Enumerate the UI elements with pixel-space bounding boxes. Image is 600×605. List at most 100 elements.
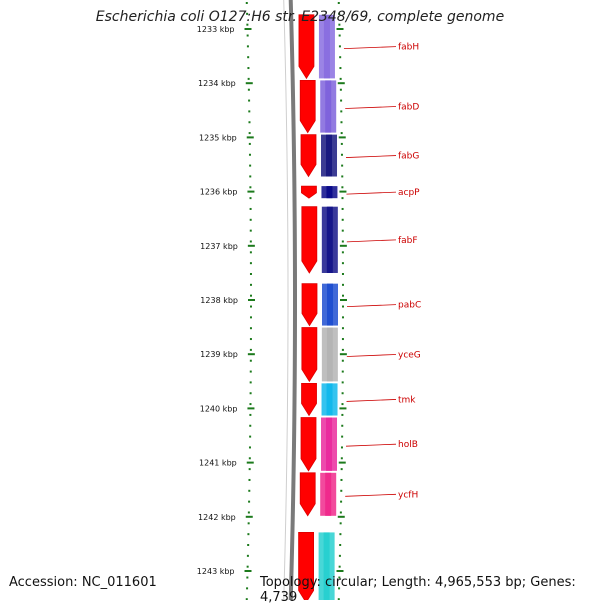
gene-label: tmk: [398, 395, 416, 405]
forward-gene-arrow: [298, 532, 314, 600]
minor-tick: [246, 565, 249, 568]
gene-label: ycfH: [398, 490, 418, 500]
major-tick: [247, 353, 255, 356]
gene-leader-line: [345, 155, 397, 158]
forward-gene-arrow: [301, 206, 318, 274]
minor-tick: [246, 587, 249, 590]
cog-gene-core: [326, 206, 333, 273]
minor-tick: [249, 251, 252, 254]
outer-minor-tick: [339, 56, 342, 59]
major-tick: [246, 461, 254, 464]
outer-minor-tick: [341, 359, 344, 362]
kbp-tick-label: 1241 kbp: [199, 459, 237, 468]
gene-leader-line: [345, 443, 397, 447]
cog-track: [318, 14, 338, 600]
minor-tick: [249, 316, 252, 319]
outer-minor-tick: [339, 511, 342, 514]
genome-title: Escherichia coli O127:H6 str. E2348/69, …: [95, 9, 505, 25]
minor-tick: [249, 359, 252, 362]
minor-tick: [248, 500, 251, 503]
minor-tick: [249, 218, 252, 221]
minor-tick: [249, 435, 252, 438]
topology-label: Topology: circular; Length: 4,965,553 bp…: [260, 575, 576, 605]
minor-tick: [249, 262, 252, 265]
major-tick: [244, 570, 252, 572]
gene-label: acpP: [398, 188, 420, 198]
gene-leader-line: [346, 399, 397, 402]
minor-tick: [250, 305, 252, 308]
backbone-line: [288, 0, 297, 600]
minor-tick: [249, 424, 252, 427]
kbp-tick-label: 1240 kbp: [200, 404, 238, 413]
minor-tick: [246, 45, 249, 48]
outer-minor-tick: [340, 446, 343, 449]
cog-gene-core: [326, 186, 333, 199]
outer-minor-tick: [341, 381, 344, 384]
outer-minor-tick: [340, 478, 343, 481]
minor-tick: [246, 12, 249, 15]
outer-minor-tick: [340, 99, 343, 102]
kbp-tick-label: 1236 kbp: [200, 188, 238, 197]
cog-gene-core: [325, 80, 332, 133]
cog-gene-core: [323, 532, 330, 600]
gene-label: fabF: [398, 236, 418, 246]
forward-strand-track: [298, 14, 318, 600]
forward-gene-arrow: [301, 382, 317, 417]
kbp-tick-label: 1242 kbp: [198, 513, 236, 522]
forward-gene-arrow: [300, 417, 317, 472]
outer-minor-tick: [338, 12, 341, 15]
outer-minor-tick: [340, 489, 343, 492]
outer-minor-tick: [341, 197, 344, 200]
forward-gene-arrow: [298, 14, 315, 80]
cog-gene-core: [326, 383, 333, 416]
minor-tick: [247, 67, 250, 70]
minor-tick: [249, 348, 252, 351]
minor-tick: [249, 197, 252, 200]
outer-major-tick: [337, 82, 345, 85]
minor-tick: [249, 164, 252, 167]
kbp-tick-label: 1238 kbp: [200, 296, 238, 305]
minor-tick: [248, 121, 251, 124]
outer-minor-tick: [341, 327, 344, 330]
forward-gene-arrow: [300, 134, 317, 178]
outer-major-tick: [339, 190, 347, 193]
outer-minor-tick: [341, 392, 344, 395]
minor-tick: [248, 132, 251, 135]
outer-minor-tick: [342, 305, 344, 308]
outer-minor-tick: [341, 413, 344, 416]
outer-minor-tick: [340, 500, 343, 503]
outer-major-tick: [338, 461, 346, 464]
outer-minor-tick: [340, 110, 343, 113]
minor-tick: [249, 186, 252, 189]
cog-gene-core: [326, 417, 333, 471]
backbone-ring: [283, 0, 297, 600]
minor-tick: [247, 533, 250, 536]
gene-label: fabD: [398, 103, 419, 113]
major-tick: [247, 407, 255, 410]
outer-minor-tick: [338, 576, 341, 579]
outer-minor-tick: [341, 316, 344, 319]
minor-tick: [245, 2, 248, 4]
outer-minor-tick: [338, 23, 341, 26]
minor-tick: [248, 489, 251, 492]
kbp-tick-label: 1235 kbp: [199, 133, 237, 142]
kbp-tick-label: 1233 kbp: [197, 25, 235, 34]
minor-tick: [249, 175, 252, 178]
minor-tick: [249, 273, 252, 275]
minor-tick: [248, 153, 251, 156]
outer-major-tick: [339, 244, 347, 247]
gene-leader-line: [346, 191, 397, 195]
gene-leader-line: [345, 106, 397, 109]
outer-minor-tick: [340, 468, 343, 471]
outer-minor-tick: [341, 338, 344, 341]
outer-minor-tick: [339, 522, 342, 525]
gene-leader-line: [343, 46, 397, 50]
minor-tick: [249, 207, 252, 210]
gene-leader-line: [346, 304, 397, 308]
minor-tick: [247, 77, 250, 80]
kbp-tick-label: 1239 kbp: [200, 350, 238, 359]
minor-tick: [246, 554, 249, 557]
outer-major-tick: [339, 407, 347, 410]
minor-tick: [248, 110, 251, 113]
